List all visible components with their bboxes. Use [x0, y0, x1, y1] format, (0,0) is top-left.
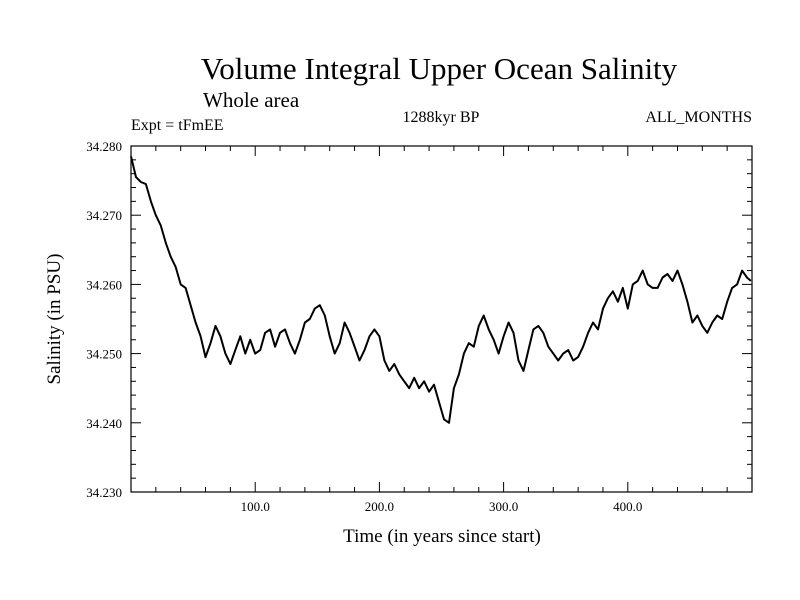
x-tick-label: 100.0 [241, 499, 270, 514]
y-axis-label: Salinity (in PSU) [44, 254, 65, 385]
y-tick-label: 34.250 [86, 347, 122, 362]
chart-subtitle: Whole area [203, 88, 300, 112]
plot-frame [130, 145, 753, 493]
y-tick-label: 34.230 [86, 485, 122, 500]
y-tick-label: 34.240 [86, 416, 122, 431]
experiment-label: Expt = tFmEE [131, 117, 224, 134]
axis-tick-labels: 100.0 200.0 300.0 400.0 34.230 34.240 34.250 34… [86, 139, 642, 514]
x-tick-label: 400.0 [613, 499, 642, 514]
axis-ticks [131, 145, 752, 493]
chart-title: Volume Integral Upper Ocean Salinity [201, 51, 678, 86]
y-tick-label: 34.270 [86, 208, 122, 223]
x-tick-label: 200.0 [365, 499, 394, 514]
y-tick-label: 34.280 [86, 139, 122, 154]
months-label: ALL_MONTHS [645, 109, 752, 126]
y-tick-label: 34.260 [86, 277, 122, 292]
period-label: 1288kyr BP [403, 109, 480, 126]
series-line-salinity [130, 156, 752, 424]
x-axis-label: Time (in years since start) [343, 526, 541, 547]
x-tick-label: 300.0 [489, 499, 518, 514]
